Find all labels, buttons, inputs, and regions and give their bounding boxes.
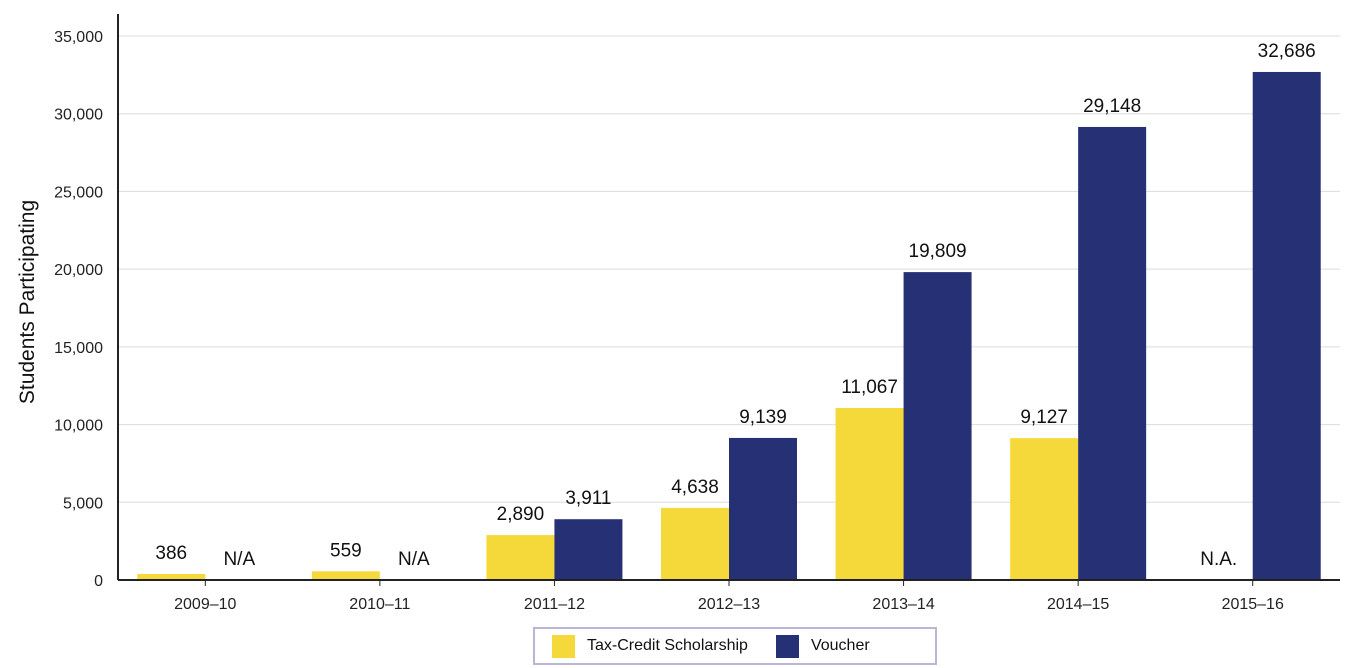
x-tick-label: 2013–14 — [872, 596, 934, 613]
data-label: 3,911 — [565, 488, 611, 509]
data-label: 19,809 — [909, 241, 967, 262]
data-label: 4,638 — [671, 477, 719, 498]
bar-tax-credit — [835, 407, 904, 580]
legend-label-voucher: Voucher — [810, 637, 870, 654]
data-label: 559 — [330, 540, 362, 561]
data-label: 29,148 — [1083, 96, 1141, 117]
bar-tax-credit — [137, 574, 206, 580]
data-label: 11,067 — [841, 377, 898, 398]
x-tick-label: 2010–11 — [349, 596, 410, 613]
data-label: 2,890 — [497, 504, 545, 525]
data-label: N.A. — [1200, 549, 1237, 570]
y-axis-title: Students Participating — [16, 200, 39, 404]
gridlines — [118, 35, 1340, 503]
x-tick-label: 2012–13 — [698, 596, 760, 613]
y-tick-label: 20,000 — [54, 262, 103, 279]
data-label: 386 — [155, 543, 187, 564]
y-tick-label: 30,000 — [54, 107, 103, 124]
legend-label-tax-credit: Tax-Credit Scholarship — [587, 637, 748, 654]
legend-item-voucher: Voucher — [775, 634, 870, 658]
axes — [117, 14, 1340, 586]
x-tick-label: 2014–15 — [1047, 596, 1109, 613]
legend: Tax-Credit Scholarship Voucher — [533, 627, 937, 665]
y-tick-label: 25,000 — [54, 184, 103, 201]
y-tick-label: 5,000 — [63, 495, 103, 512]
x-tick-label: 2011–12 — [524, 596, 585, 613]
legend-swatch-voucher — [775, 634, 799, 658]
y-tick-label: 15,000 — [54, 340, 103, 357]
bar-voucher — [903, 272, 972, 580]
bar-voucher — [1252, 71, 1321, 580]
bar-voucher — [729, 437, 797, 580]
data-label: 9,127 — [1020, 407, 1068, 428]
x-tick-label: 2015–16 — [1222, 596, 1284, 613]
y-tick-label: 10,000 — [54, 418, 103, 435]
bar-tax-credit — [311, 571, 380, 580]
data-label: N/A — [398, 549, 430, 570]
data-label: 9,139 — [739, 407, 787, 428]
bar-tax-credit — [661, 507, 729, 580]
bars — [137, 71, 1321, 581]
bar-voucher — [1078, 126, 1147, 581]
legend-item-tax-credit: Tax-Credit Scholarship — [552, 634, 748, 658]
y-tick-label: 35,000 — [54, 29, 103, 46]
bar-voucher — [554, 519, 623, 580]
bar-tax-credit — [1010, 438, 1079, 580]
chart-area: 0 5,000 10,000 15,000 20,000 25,000 30,000 35,0… — [16, 14, 1340, 613]
bar-tax-credit — [486, 535, 555, 580]
legend-swatch-tax-credit — [552, 634, 575, 658]
data-label: N/A — [223, 549, 255, 570]
x-tick-label: 2009–10 — [174, 596, 236, 613]
y-tick-label: 0 — [94, 573, 103, 590]
data-label: 32,686 — [1258, 41, 1316, 62]
labels: 0 5,000 10,000 15,000 20,000 25,000 30,000 35,0… — [54, 29, 1316, 613]
